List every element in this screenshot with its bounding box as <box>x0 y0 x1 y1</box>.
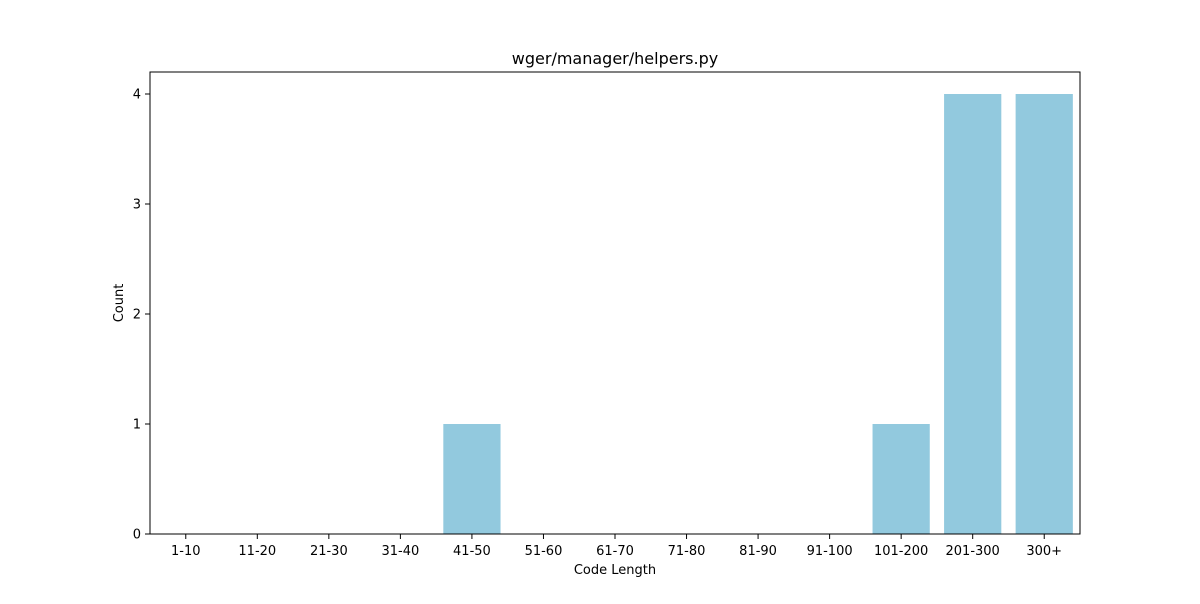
y-tick-label: 1 <box>133 418 141 433</box>
bar-101-200 <box>872 424 930 534</box>
y-tick-label: 3 <box>133 198 141 213</box>
y-tick-label: 2 <box>133 308 141 323</box>
y-axis-ticks: 0 1 2 3 4 <box>133 88 150 543</box>
x-tick-label: 91-100 <box>807 544 853 559</box>
bar-41-50 <box>443 424 501 534</box>
y-tick-label: 4 <box>133 88 141 103</box>
chart-title: wger/manager/helpers.py <box>512 49 718 68</box>
x-tick-label: 31-40 <box>381 544 419 559</box>
plot-frame <box>149 71 1081 535</box>
bar-201-300 <box>944 94 1002 534</box>
x-tick-label: 1-10 <box>171 544 201 559</box>
x-tick-label: 61-70 <box>596 544 634 559</box>
y-axis-label: Count <box>112 284 127 323</box>
x-tick-label: 21-30 <box>310 544 348 559</box>
x-tick-label: 71-80 <box>668 544 706 559</box>
x-axis-ticks: 1-10 11-20 21-30 31-40 41-50 51-60 61-70 71-80 8… <box>171 534 1062 559</box>
x-tick-label: 11-20 <box>238 544 276 559</box>
x-tick-label: 41-50 <box>453 544 491 559</box>
x-tick-label: 101-200 <box>874 544 928 559</box>
x-axis-label: Code Length <box>574 563 656 578</box>
bars-group <box>443 94 1073 534</box>
x-tick-label: 201-300 <box>946 544 1000 559</box>
x-tick-label: 51-60 <box>525 544 563 559</box>
x-tick-label: 300+ <box>1026 544 1062 559</box>
y-tick-label: 0 <box>133 528 141 543</box>
bar-300+ <box>1015 94 1073 534</box>
x-tick-label: 81-90 <box>739 544 777 559</box>
